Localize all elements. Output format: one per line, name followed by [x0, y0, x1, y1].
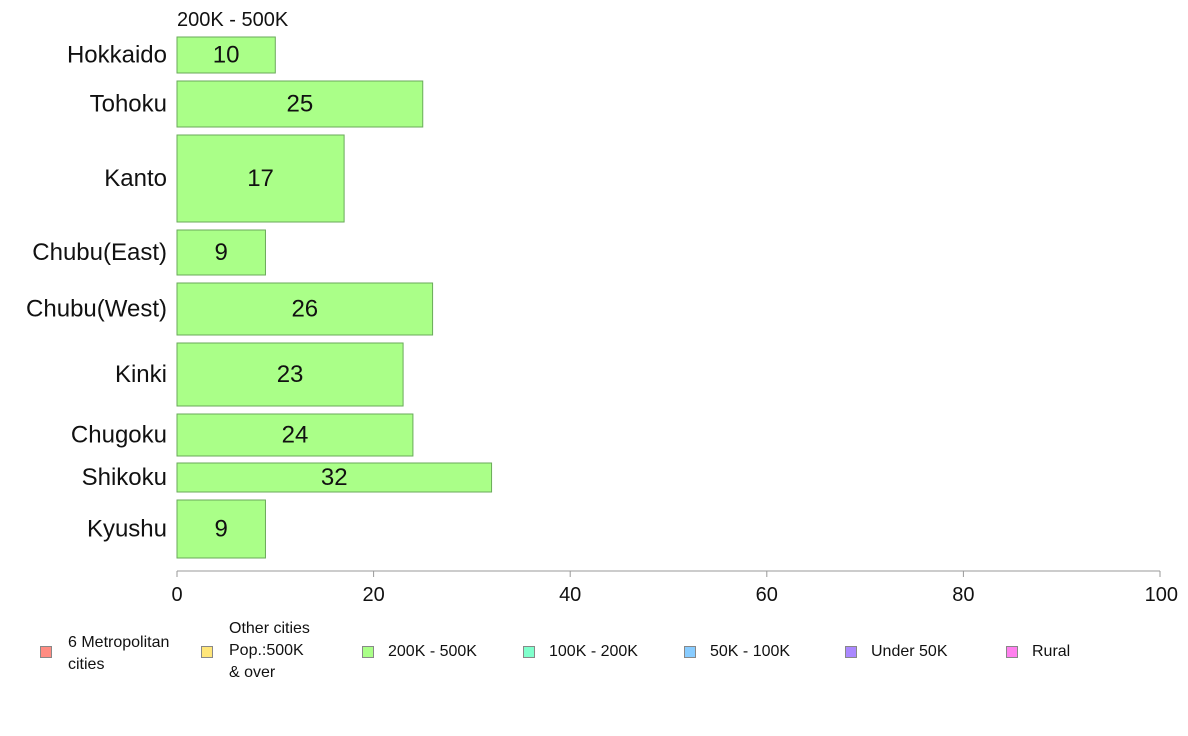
- legend-swatch: [201, 646, 213, 658]
- bar-value-label: 32: [321, 464, 348, 491]
- legend-item-50k-100k: 50K - 100K: [684, 643, 790, 663]
- bar-value-label: 9: [215, 239, 228, 266]
- x-tick-label: 80: [952, 584, 974, 606]
- bar-value-label: 23: [277, 361, 304, 388]
- legend: 6 Metropolitan cities Other cities Pop.:…: [0, 618, 1188, 698]
- bar-value-label: 10: [213, 42, 240, 69]
- category-label: Shikoku: [82, 464, 167, 491]
- legend-label: Other cities Pop.:500K & over: [229, 620, 310, 681]
- category-label: Hokkaido: [67, 42, 167, 69]
- bar-value-label: 9: [215, 516, 228, 543]
- legend-label: 50K - 100K: [710, 643, 791, 660]
- x-tick-label: 100: [1145, 584, 1178, 606]
- bar: [176, 80, 424, 128]
- chart-title: 200K - 500K: [177, 9, 289, 31]
- legend-label: 100K - 200K: [549, 643, 638, 660]
- category-label: Kanto: [104, 165, 167, 192]
- bar: [176, 134, 345, 223]
- bar-value-label: 26: [291, 296, 318, 323]
- legend-item-6-metropolitan-cities: 6 Metropolitan cities: [40, 634, 169, 676]
- legend-item-under-50k: Under 50K: [845, 643, 948, 663]
- legend-label: Rural: [1032, 643, 1071, 660]
- bar: [176, 229, 266, 276]
- bars-layer: Hokkaido 10 Tohoku 25 Kanto 17 Chubu(East) 9 Chu…: [26, 36, 493, 559]
- bar-chart: 200K - 500K Hokkaido 10 Tohoku 25 Kanto 17 Chu…: [26, 9, 1178, 606]
- category-label: Kyushu: [87, 516, 167, 543]
- bar: [176, 462, 493, 493]
- category-label: Chugoku: [71, 422, 167, 449]
- category-label: Chubu(West): [26, 296, 167, 323]
- category-label: Tohoku: [90, 91, 167, 118]
- bar-value-label: 17: [247, 165, 274, 192]
- bar: [176, 413, 414, 457]
- bar: [176, 499, 266, 559]
- legend-swatch: [523, 646, 535, 658]
- x-tick-label: 60: [756, 584, 778, 606]
- legend-swatch: [362, 646, 374, 658]
- bar: [176, 342, 404, 407]
- x-tick-label: 40: [559, 584, 581, 606]
- legend-swatch: [845, 646, 857, 658]
- category-label: Kinki: [115, 361, 167, 388]
- legend-item-200k-500k: 200K - 500K: [362, 643, 477, 663]
- legend-swatch: [684, 646, 696, 658]
- legend-label: 200K - 500K: [388, 643, 477, 660]
- legend-item-other-cities: Other cities Pop.:500K & over: [201, 620, 310, 684]
- bar-value-label: 25: [287, 91, 314, 118]
- legend-swatch: [1006, 646, 1018, 658]
- legend-swatch: [40, 646, 52, 658]
- x-tick-label: 20: [362, 584, 384, 606]
- legend-label: Under 50K: [871, 643, 948, 660]
- bar: [176, 36, 276, 74]
- bar-value-label: 24: [282, 422, 309, 449]
- legend-item-rural: Rural: [1006, 643, 1070, 663]
- x-axis: 0 20 40 60 80 100: [171, 570, 1178, 606]
- bar: [176, 282, 434, 336]
- category-label: Chubu(East): [32, 239, 167, 266]
- legend-label: 6 Metropolitan cities: [68, 634, 170, 673]
- x-tick-label: 0: [171, 584, 182, 606]
- legend-item-100k-200k: 100K - 200K: [523, 643, 638, 663]
